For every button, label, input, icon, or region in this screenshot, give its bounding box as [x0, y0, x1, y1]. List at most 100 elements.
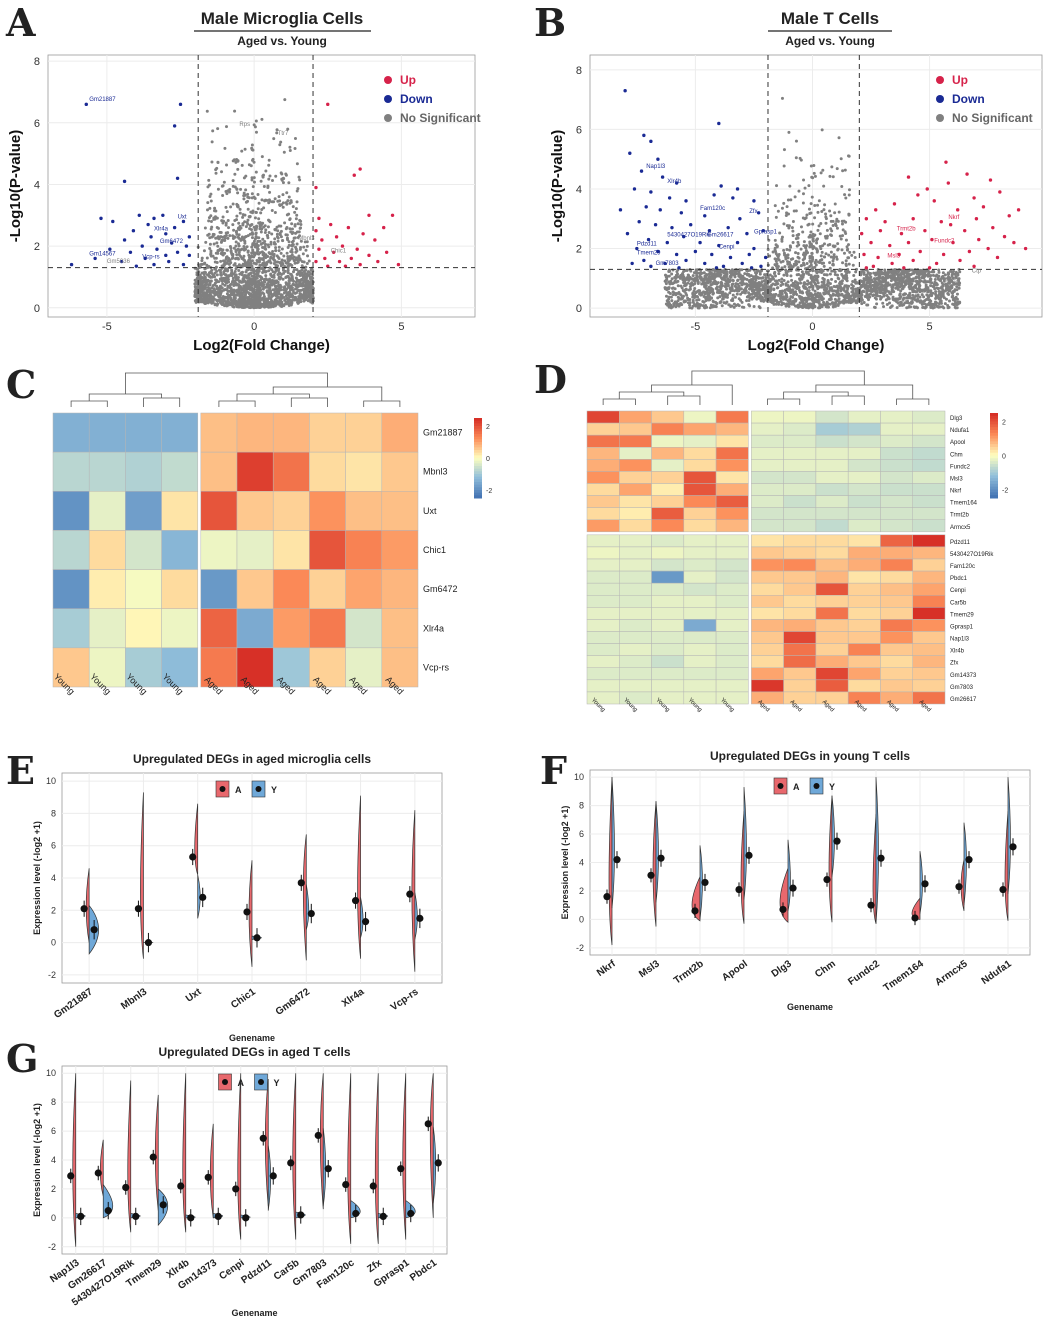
ns-point — [801, 272, 805, 276]
ns-point — [844, 277, 848, 281]
ns-point — [272, 241, 276, 245]
ns-point — [873, 280, 877, 284]
ns-point — [225, 288, 229, 292]
ns-point — [921, 274, 925, 278]
down-point — [131, 228, 136, 233]
ns-point — [889, 292, 893, 296]
ns-point — [260, 155, 264, 159]
ns-point — [834, 279, 838, 283]
ns-point — [799, 225, 803, 229]
ns-point — [817, 299, 821, 303]
ns-point — [761, 276, 765, 280]
ns-point — [252, 123, 256, 127]
ns-point — [193, 278, 197, 282]
ns-point — [275, 235, 279, 239]
ns-point — [230, 256, 234, 260]
ns-point — [202, 249, 206, 253]
ns-point — [798, 304, 802, 308]
down-point — [684, 199, 688, 203]
ns-point — [947, 305, 951, 309]
ns-point — [252, 176, 256, 180]
ns-point — [787, 265, 791, 269]
ns-point — [791, 220, 795, 224]
ns-point — [756, 286, 760, 290]
ns-point — [805, 291, 809, 295]
ns-point — [277, 245, 281, 249]
ns-point — [862, 279, 866, 283]
ns-point — [666, 303, 670, 307]
ns-point — [223, 234, 227, 238]
ns-point — [798, 301, 802, 305]
ns-point — [837, 210, 841, 214]
up-point — [346, 225, 351, 230]
ns-point — [275, 225, 279, 229]
ns-point — [281, 205, 285, 209]
ns-point — [943, 302, 947, 306]
gene-label: Xlr4a — [154, 227, 169, 233]
ns-point — [211, 273, 215, 277]
ns-point — [215, 298, 219, 302]
ns-point — [758, 306, 762, 310]
y-tick-label: 8 — [34, 56, 40, 68]
ns-point — [308, 285, 312, 289]
ns-point — [279, 251, 283, 255]
ns-point — [787, 261, 791, 265]
ns-point — [296, 300, 300, 304]
ns-point — [292, 279, 296, 283]
ns-point — [901, 286, 905, 290]
ns-point — [875, 302, 879, 306]
ns-point — [677, 304, 681, 308]
ns-point — [221, 193, 225, 197]
ns-point — [205, 109, 209, 113]
ns-point — [828, 243, 832, 247]
ns-point — [863, 295, 867, 299]
plot-frame — [47, 54, 476, 318]
ns-point — [938, 300, 942, 304]
ns-point — [253, 284, 257, 288]
ns-point — [222, 288, 226, 292]
down-point — [642, 133, 646, 138]
ns-point — [819, 171, 823, 175]
ns-point — [666, 300, 670, 304]
legend-dot-ns — [384, 114, 392, 122]
ns-point — [283, 221, 287, 225]
ns-point — [217, 298, 221, 302]
ns-point — [270, 268, 274, 272]
ns-point — [787, 212, 791, 216]
ns-point — [199, 284, 203, 288]
ns-point — [270, 232, 274, 236]
ns-point — [287, 181, 291, 185]
ns-point — [297, 175, 301, 179]
ns-point — [239, 304, 243, 308]
ns-point — [951, 272, 955, 276]
ns-point — [257, 217, 261, 221]
ns-point — [823, 284, 827, 288]
ns-point — [256, 239, 260, 243]
ns-point — [205, 282, 209, 286]
ns-point — [931, 273, 935, 277]
ns-point — [288, 254, 292, 258]
ns-point — [208, 295, 212, 299]
ns-point — [825, 305, 829, 309]
ns-point — [215, 225, 219, 229]
ns-point — [284, 233, 288, 237]
ns-point — [895, 306, 899, 310]
ns-point — [214, 236, 218, 240]
ns-point — [830, 277, 834, 281]
ns-point — [809, 245, 813, 249]
ns-point — [824, 252, 828, 256]
ns-point — [264, 285, 268, 289]
ns-point — [227, 289, 231, 293]
ns-point — [786, 280, 790, 284]
ns-point — [810, 175, 814, 179]
ns-point — [233, 109, 237, 113]
ns-point — [817, 224, 821, 228]
ns-point — [788, 244, 792, 248]
ns-point — [294, 217, 298, 221]
ns-point — [251, 302, 255, 306]
ns-point — [250, 148, 254, 152]
down-point — [665, 240, 669, 245]
ns-point — [220, 219, 224, 223]
ns-point — [286, 245, 290, 249]
ns-point — [203, 275, 207, 279]
